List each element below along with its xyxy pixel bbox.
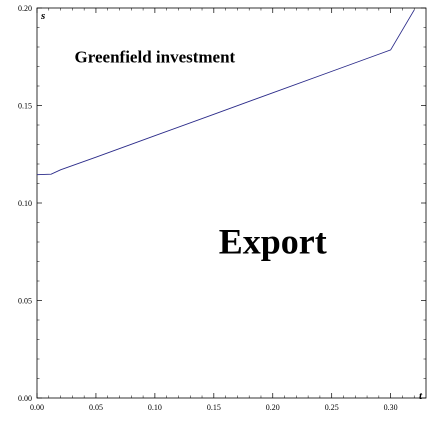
y-tick-label: 0.20 [18,4,32,13]
x-tick-label: 0.25 [325,403,339,412]
x-tick-label: 0.30 [384,403,398,412]
region-label-export: Export [219,222,327,262]
y-tick-label: 0.00 [18,394,32,403]
series-layer [36,9,415,176]
region-label-greenfield: Greenfield investment [75,48,236,67]
y-tick-label: 0.05 [18,297,32,306]
series-line-0 [36,9,415,176]
x-tick-label: 0.00 [30,403,44,412]
x-tick-label: 0.10 [148,403,162,412]
x-axis-label: t [419,390,423,402]
y-axis-label: s [40,10,45,22]
x-tick-label: 0.20 [266,403,280,412]
axis-ticks: 0.00 0.05 0.10 0.15 0.20 0.25 0.30 0.00 0.05 0.10… [18,4,426,412]
annotations: Greenfield investment Export [75,48,327,262]
y-tick-label: 0.15 [18,102,32,111]
y-tick-label: 0.10 [18,199,32,208]
x-tick-label: 0.15 [207,403,221,412]
x-tick-label: 0.05 [89,403,103,412]
